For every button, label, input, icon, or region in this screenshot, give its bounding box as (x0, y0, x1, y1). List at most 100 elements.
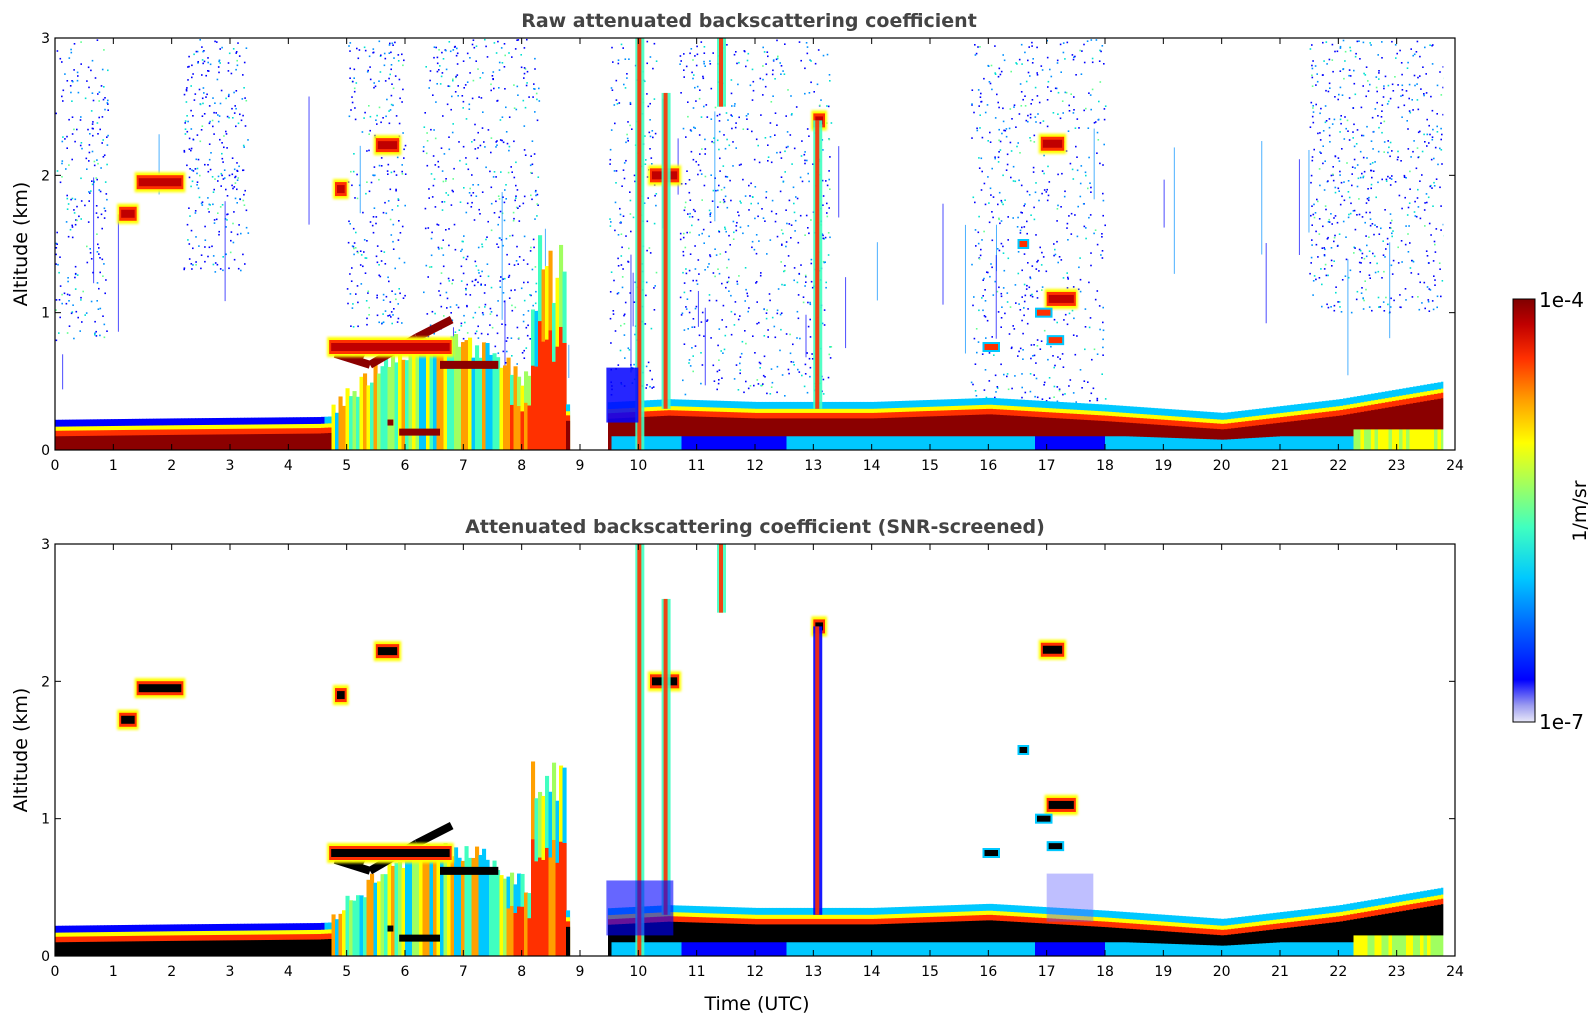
noise-pixel (804, 92, 806, 95)
noise-pixel (1004, 312, 1006, 315)
near-surface (1392, 429, 1397, 450)
noise-pixel (79, 144, 82, 147)
noise-pixel (481, 270, 483, 273)
near-surface (692, 436, 697, 450)
noise-pixel (684, 183, 687, 185)
noise-pixel (1022, 98, 1024, 101)
noise-pixel (461, 95, 464, 97)
noise-pixel (367, 69, 369, 72)
noise-pixel (1310, 181, 1312, 184)
noise-pixel (363, 46, 366, 49)
noise-pixel (71, 311, 74, 313)
noise-pixel (62, 136, 64, 138)
noise-pixel (233, 211, 235, 213)
noise-pixel (492, 71, 495, 73)
noise-pixel (1043, 384, 1045, 386)
noise-pixel (445, 229, 447, 231)
noise-pixel (627, 347, 630, 349)
noise-pixel (731, 127, 733, 130)
noise-pixel (1401, 116, 1403, 118)
noise-pixel (1387, 175, 1389, 178)
noise-pixel (622, 169, 625, 171)
near-surface (979, 436, 984, 450)
noise-pixel (808, 180, 810, 183)
noise-pixel (1350, 311, 1353, 314)
noise-pixel (1430, 234, 1432, 236)
noise-pixel (233, 112, 236, 114)
noise-pixel (402, 132, 404, 134)
noise-pixel (1365, 211, 1368, 214)
noise-pixel (801, 374, 803, 377)
aerosol-core (1322, 417, 1327, 450)
noise-pixel (501, 139, 503, 142)
noise-pixel (647, 105, 650, 108)
noise-pixel (981, 170, 983, 173)
noise-pixel (627, 261, 630, 263)
noise-pixel (462, 60, 465, 62)
noise-pixel (1041, 286, 1044, 288)
noise-pixel (376, 296, 378, 299)
near-surface (1017, 436, 1022, 450)
noise-pixel (435, 46, 437, 49)
noise-pixel (806, 128, 809, 130)
noise-pixel (615, 170, 618, 172)
noise-pixel (1054, 364, 1056, 367)
noise-pixel (97, 133, 99, 135)
noise-pixel (518, 205, 521, 207)
noise-pixel (452, 279, 454, 281)
noise-pixel (644, 323, 647, 325)
noise-pixel (507, 276, 510, 278)
noise-pixel (696, 283, 699, 285)
noise-pixel (1035, 268, 1038, 270)
noise-pixel (247, 139, 249, 141)
noise-pixel (67, 235, 70, 238)
noise-pixel (643, 202, 646, 204)
noise-pixel (646, 40, 649, 43)
noise-pixel (1342, 68, 1344, 71)
noise-pixel (777, 55, 779, 58)
noise-pixel (55, 309, 57, 311)
noise-pixel (202, 62, 204, 65)
panel-raw: Raw attenuated backscattering coefficien… (10, 10, 1464, 474)
noise-pixel (1043, 189, 1046, 191)
noise-pixel (626, 77, 628, 79)
noise-pixel (759, 77, 762, 80)
noise-pixel (240, 269, 242, 272)
noise-pixel (497, 223, 499, 226)
noise-pixel (71, 133, 74, 135)
noise-pixel (1318, 168, 1321, 170)
near-surface (1199, 438, 1204, 450)
noise-pixel (487, 220, 489, 223)
noise-pixel (365, 257, 368, 259)
noise-pixel (480, 97, 483, 99)
noise-pixel (440, 147, 443, 149)
noise-pixel (1330, 213, 1332, 215)
noise-pixel (1067, 130, 1070, 132)
noise-pixel (56, 243, 58, 245)
noise-pixel (427, 227, 430, 229)
noise-pixel (738, 275, 740, 277)
noise-pixel (88, 160, 90, 162)
noise-pixel (69, 85, 72, 87)
aerosol-core (737, 417, 742, 450)
aerosol-core (1406, 404, 1411, 450)
noise-pixel (1312, 107, 1314, 109)
noise-pixel (373, 86, 375, 89)
noise-pixel (521, 352, 524, 354)
noise-pixel (629, 292, 631, 294)
noise-pixel (1321, 283, 1323, 286)
noise-pixel (1423, 94, 1425, 97)
noise-pixel (1079, 49, 1081, 52)
noise-pixel (682, 254, 685, 257)
noise-pixel (1400, 160, 1402, 162)
noise-pixel (484, 306, 486, 308)
noise-pixel (378, 164, 381, 167)
noise-pixel (1319, 132, 1321, 134)
noise-pixel (1072, 58, 1075, 61)
noise-pixel (1348, 139, 1351, 141)
noise-pixel (807, 227, 809, 229)
near-surface (1105, 436, 1110, 450)
noise-pixel (1416, 99, 1419, 101)
aerosol-core (97, 435, 102, 450)
noise-pixel (1026, 190, 1029, 193)
